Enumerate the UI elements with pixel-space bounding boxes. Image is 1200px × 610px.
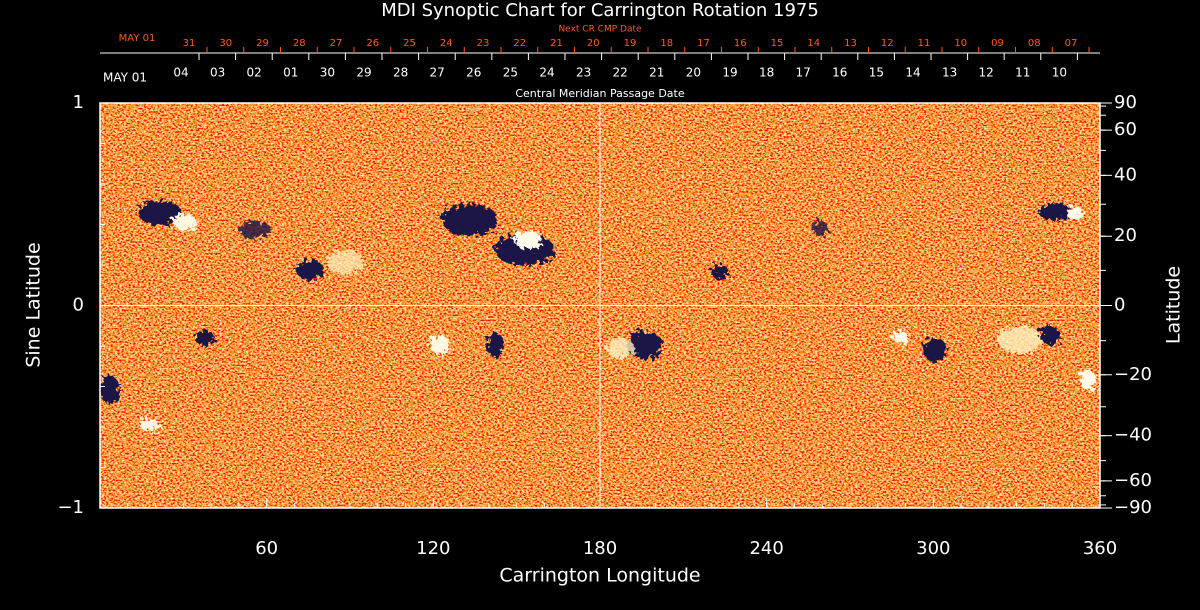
cmp-date: 25 <box>503 66 518 80</box>
next-cmp-date: 31 <box>183 38 196 49</box>
next-cmp-date: 30 <box>219 38 232 49</box>
cmp-date: 01 <box>283 66 298 80</box>
cmp-date: 19 <box>722 66 737 80</box>
x-tick-label: 240 <box>749 538 783 559</box>
next-cmp-date: 13 <box>844 38 857 49</box>
next-cmp-date: 18 <box>660 38 673 49</box>
cmp-date: 13 <box>942 66 957 80</box>
cmp-date: 26 <box>466 66 481 80</box>
next-cmp-date: MAY 01 <box>119 33 156 44</box>
cmp-date: 16 <box>832 66 847 80</box>
y2-tick-label: 90 <box>1114 92 1137 113</box>
cmp-date: 17 <box>796 66 811 80</box>
next-cmp-date: 07 <box>1065 38 1078 49</box>
cmp-date: 03 <box>210 66 225 80</box>
x-tick-label: 180 <box>583 538 617 559</box>
next-cmp-date: 10 <box>954 38 967 49</box>
y2-tick-label: 0 <box>1114 295 1125 316</box>
cmp-date: 14 <box>905 66 920 80</box>
y2-tick-label: −60 <box>1114 470 1152 491</box>
next-cmp-date: 12 <box>881 38 894 49</box>
x-tick-label: 60 <box>255 538 278 559</box>
next-cmp-date: 14 <box>807 38 820 49</box>
x-axis-label: Carrington Longitude <box>499 565 700 587</box>
x-tick-label: 360 <box>1083 538 1117 559</box>
cmp-date: 10 <box>1052 66 1067 80</box>
next-cmp-date: 16 <box>734 38 747 49</box>
y-axis-label: Sine Latitude <box>23 242 45 367</box>
cmp-date: 24 <box>539 66 554 80</box>
cmp-date: 12 <box>979 66 994 80</box>
next-cmp-date: 15 <box>771 38 784 49</box>
next-cmp-title: Next CR CMP Date <box>558 25 642 35</box>
cmp-date: MAY 01 <box>103 71 147 85</box>
next-cmp-date: 25 <box>403 38 416 49</box>
cmp-date: 02 <box>247 66 262 80</box>
cmp-date: 27 <box>430 66 445 80</box>
y2-tick-label: −40 <box>1114 425 1152 446</box>
next-cmp-date: 11 <box>918 38 931 49</box>
cmp-date: 20 <box>686 66 701 80</box>
x-tick-label: 300 <box>916 538 950 559</box>
next-cmp-date: 26 <box>366 38 379 49</box>
next-cmp-date: 08 <box>1028 38 1041 49</box>
y2-tick-label: −20 <box>1114 364 1152 385</box>
cmp-date: 04 <box>173 66 188 80</box>
y2-tick-label: 20 <box>1114 225 1137 246</box>
y-tick-label: −1 <box>57 497 84 518</box>
y-tick-label: 1 <box>73 92 84 113</box>
cmp-date: 22 <box>613 66 628 80</box>
cmp-date: 21 <box>649 66 664 80</box>
chart-title: MDI Synoptic Chart for Carrington Rotati… <box>381 0 819 21</box>
cmp-title: Central Meridian Passage Date <box>515 87 684 100</box>
x-tick-label: 120 <box>416 538 450 559</box>
next-cmp-date: 19 <box>624 38 637 49</box>
next-cmp-date: 29 <box>256 38 269 49</box>
next-cmp-date: 22 <box>513 38 526 49</box>
next-cmp-date: 27 <box>330 38 343 49</box>
cmp-date: 11 <box>1015 66 1030 80</box>
cmp-date: 18 <box>759 66 774 80</box>
next-cmp-date: 28 <box>293 38 306 49</box>
next-cmp-date: 24 <box>440 38 453 49</box>
next-cmp-date: 23 <box>477 38 490 49</box>
y2-tick-label: −90 <box>1114 497 1152 518</box>
cmp-date: 28 <box>393 66 408 80</box>
next-cmp-date: 17 <box>697 38 710 49</box>
y2-tick-label: 40 <box>1114 164 1137 185</box>
next-cmp-date: 09 <box>991 38 1004 49</box>
y2-tick-label: 60 <box>1114 119 1137 140</box>
next-cmp-date: 20 <box>587 38 600 49</box>
y-tick-label: 0 <box>73 295 84 316</box>
cmp-date: 29 <box>356 66 371 80</box>
cmp-date: 30 <box>320 66 335 80</box>
y2-axis-label: Latitude <box>1163 266 1185 344</box>
cmp-date: 23 <box>576 66 591 80</box>
next-cmp-date: 21 <box>550 38 563 49</box>
cmp-date: 15 <box>869 66 884 80</box>
